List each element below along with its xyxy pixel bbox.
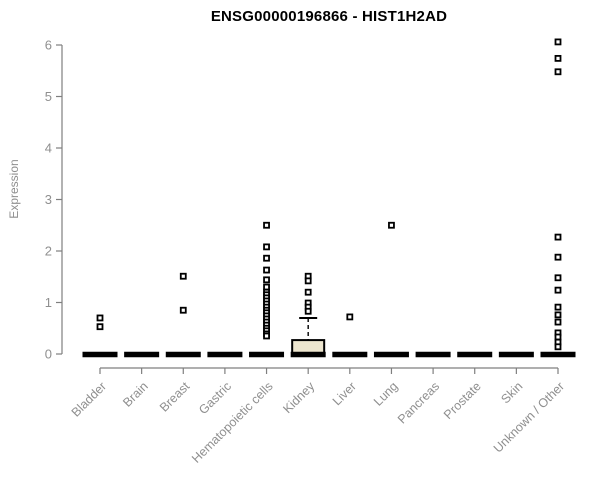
- box-median-bar: [415, 351, 451, 358]
- outlier-point: [263, 332, 270, 340]
- box-median-bar: [457, 351, 493, 358]
- y-tick-label: 1: [45, 295, 52, 310]
- x-axis-label: Pancreas: [395, 379, 442, 426]
- outlier-point: [554, 68, 562, 76]
- outlier-point: [554, 38, 562, 46]
- outlier-point: [554, 303, 562, 311]
- box-median-bar: [498, 351, 534, 358]
- outlier-point: [263, 276, 270, 284]
- outlier-point: [554, 311, 562, 319]
- box-median-bar: [332, 351, 368, 358]
- outlier-point: [554, 343, 562, 351]
- y-tick-label: 5: [45, 89, 52, 104]
- box-median-bar: [290, 351, 326, 358]
- y-tick-label: 0: [45, 347, 52, 362]
- x-axis-label: Lung: [371, 379, 401, 409]
- y-tick-label: 3: [45, 192, 52, 207]
- y-tick-label: 6: [45, 38, 52, 53]
- outlier-point: [263, 243, 270, 251]
- outlier-point: [554, 286, 562, 294]
- outlier-point: [96, 314, 104, 322]
- x-axis-label: Gastric: [196, 379, 234, 417]
- outlier-point: [263, 283, 270, 291]
- chart-title: ENSG00000196866 - HIST1H2AD: [210, 8, 448, 25]
- box-median-bar: [249, 351, 285, 358]
- y-tick-label: 4: [45, 141, 52, 156]
- outlier-point: [346, 313, 354, 321]
- outlier-point: [554, 274, 562, 282]
- outlier-point: [388, 221, 395, 229]
- outlier-point: [554, 253, 562, 261]
- x-axis-label: Skin: [498, 379, 525, 406]
- outlier-point: [263, 266, 270, 274]
- x-axis-label: Hematopoietic cells: [189, 379, 276, 466]
- x-axis-label: Breast: [157, 379, 193, 415]
- outlier-point: [304, 288, 312, 296]
- outlier-point: [263, 254, 270, 262]
- outlier-point: [304, 307, 312, 315]
- box-median-bar: [82, 351, 118, 358]
- outlier-point: [179, 272, 187, 280]
- y-tick-label: 2: [45, 244, 52, 259]
- outlier-point: [554, 318, 562, 326]
- box-median-bar: [540, 351, 576, 358]
- x-axis-label: Liver: [330, 379, 359, 408]
- outlier-point: [263, 221, 270, 229]
- x-axis-label: Prostate: [441, 379, 484, 422]
- box-median-bar: [207, 351, 243, 358]
- outlier-point: [304, 277, 312, 285]
- outlier-point: [179, 306, 187, 314]
- outlier-point: [96, 323, 104, 331]
- x-axis-label: Bladder: [69, 379, 109, 419]
- box-median-bar: [165, 351, 201, 358]
- x-axis-label: Brain: [120, 379, 151, 410]
- x-axis-label: Kidney: [280, 379, 317, 416]
- outlier-point: [554, 233, 562, 241]
- outlier-point: [554, 54, 562, 62]
- box-median-bar: [373, 351, 409, 358]
- x-axis-label: Unknown / Other: [491, 379, 567, 455]
- box-median-bar: [124, 351, 160, 358]
